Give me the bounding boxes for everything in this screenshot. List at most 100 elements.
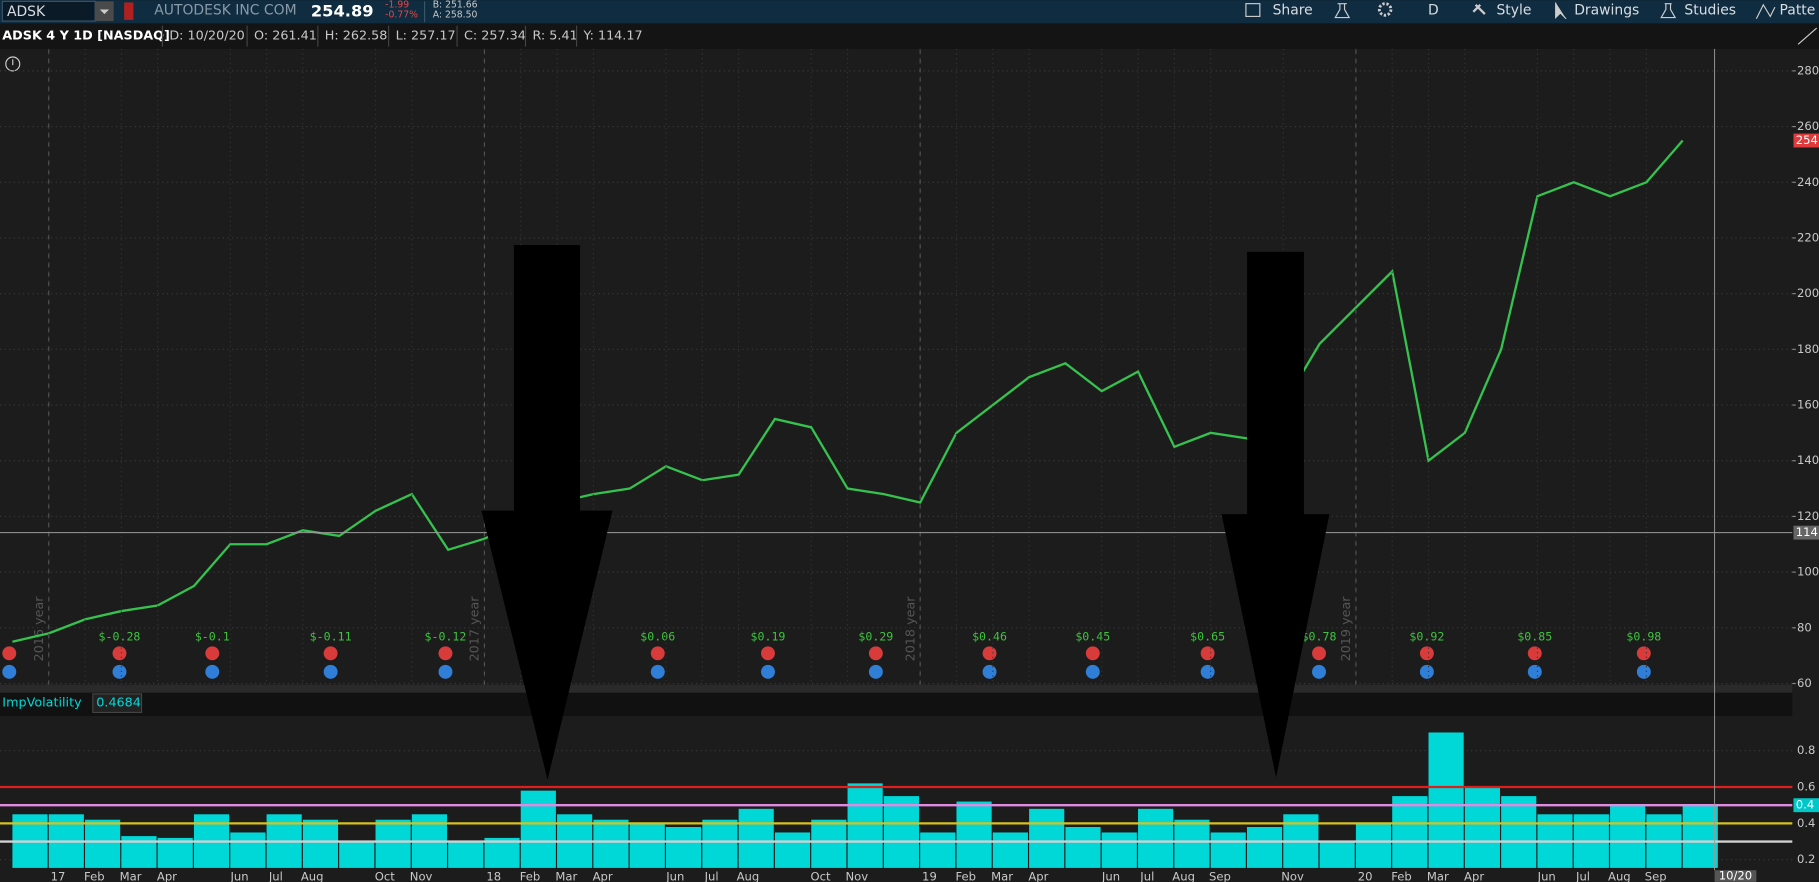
earnings-label: $-0.12 — [425, 630, 467, 644]
share-button[interactable]: Share — [1245, 3, 1313, 19]
x-tick-label: Jun — [1101, 870, 1120, 882]
dividend-icon — [1085, 664, 1100, 679]
earnings-icon — [1419, 646, 1434, 661]
y-tick-label: 180 — [1797, 342, 1819, 356]
x-tick-label: Apr — [157, 870, 177, 882]
studies-icon — [1660, 3, 1677, 19]
button-label: Share — [1273, 3, 1313, 19]
cursor-tag-bg — [1793, 525, 1819, 540]
x-tick-label: Aug — [1608, 870, 1631, 882]
earnings-label: $0.98 — [1626, 630, 1661, 644]
x-tick-label: Jul — [704, 870, 719, 882]
x-tick-label: Apr — [1028, 870, 1048, 882]
iv-bar — [85, 819, 121, 868]
iv-bar — [1355, 823, 1392, 868]
study-title: ImpVolatility — [2, 696, 82, 711]
iv-bar — [375, 819, 411, 868]
study-value-bg — [92, 693, 143, 714]
settings-button[interactable] — [1377, 2, 1393, 17]
iv-bar — [157, 837, 193, 868]
x-tick-label: Oct — [810, 870, 830, 882]
info-field: O: 261.41 — [254, 29, 317, 44]
patterns-icon — [1755, 3, 1776, 19]
net-change: -1.99 — [385, 0, 409, 10]
dividend-icon — [1312, 664, 1326, 679]
iv-bar — [1392, 796, 1428, 868]
iv-bar — [1428, 732, 1464, 868]
dividend-icon — [650, 664, 665, 679]
earnings-icon — [1200, 646, 1215, 661]
dividend-icon — [112, 664, 127, 679]
dividend-icon — [1419, 664, 1434, 679]
iv-bar — [702, 819, 738, 868]
date-tag-bg — [1714, 870, 1757, 882]
earnings-icon — [650, 646, 665, 661]
toolbar — [0, 0, 1819, 24]
iv-bar — [1029, 808, 1065, 868]
date-tag: 10/20 — [1719, 869, 1752, 882]
iv-bar — [1319, 841, 1355, 868]
dividend-icon — [323, 664, 338, 679]
link-color[interactable] — [124, 2, 134, 20]
price-tag-bg — [1793, 133, 1819, 148]
y-tick-label: 100 — [1797, 565, 1819, 579]
dividend-icon — [2, 664, 17, 679]
y-tick-label: 120 — [1797, 509, 1819, 523]
year-label: 2017 year — [468, 596, 483, 662]
crosshair-toggle[interactable] — [1797, 27, 1818, 45]
iv-bar — [883, 796, 920, 868]
iv-bar — [520, 790, 556, 868]
info-field: Y: 114.17 — [583, 29, 643, 44]
x-tick-label: Feb — [955, 870, 976, 882]
drawings-button[interactable]: Drawings — [1574, 3, 1639, 19]
earnings-label: $-0.28 — [99, 630, 141, 644]
y-tick-label: 0.6 — [1797, 780, 1815, 794]
aggregation-button[interactable]: D — [1428, 3, 1439, 19]
x-tick-label: Aug — [737, 870, 760, 882]
info-field: D: 10/20/20 — [169, 29, 244, 44]
iv-bar — [1501, 796, 1537, 868]
x-tick-label: Feb — [84, 870, 105, 882]
iv-bar — [738, 808, 774, 868]
iv-bar — [1210, 832, 1246, 868]
earnings-label: $0.85 — [1517, 630, 1552, 644]
earnings-label: $0.06 — [640, 630, 675, 644]
style-button[interactable]: Style — [1496, 3, 1531, 19]
annotation-arrow — [481, 244, 613, 780]
x-tick-label: Sep — [1645, 870, 1667, 882]
iv-bar — [1065, 827, 1101, 868]
drawings-icon — [1555, 2, 1567, 20]
y-tick-label: 200 — [1797, 286, 1819, 300]
x-tick-label: 19 — [922, 870, 937, 882]
x-tick-label: Apr — [593, 870, 613, 882]
earnings-label: $-0.1 — [195, 630, 230, 644]
studies-button[interactable]: Studies — [1684, 3, 1736, 19]
x-tick-label: Jun — [665, 870, 684, 882]
info-icon[interactable] — [5, 56, 21, 72]
earnings-label: $0.78 — [1302, 630, 1337, 644]
year-label: 2016 year — [32, 596, 47, 662]
iv-bar — [1464, 787, 1500, 868]
earnings-label: $0.19 — [751, 630, 786, 644]
x-tick-label: Feb — [1391, 870, 1412, 882]
y-tick-label: 0.2 — [1797, 852, 1815, 866]
annotation-arrow — [1221, 251, 1330, 778]
price-tag: 254 — [1796, 133, 1818, 147]
y-tick-label: 0.4 — [1797, 816, 1815, 830]
iv-bar — [956, 801, 992, 868]
earnings-icon — [1527, 646, 1542, 661]
dividend-icon — [868, 664, 883, 679]
iv-bar — [484, 837, 520, 868]
iv-bar — [1138, 808, 1174, 868]
flask-button[interactable] — [1334, 3, 1351, 19]
patterns-button[interactable]: Patte — [1780, 3, 1816, 19]
cursor-tag: 114 — [1796, 525, 1818, 539]
y-tick-label: 0.8 — [1797, 743, 1815, 757]
dividend-icon — [438, 664, 453, 679]
y-tick-label: 240 — [1797, 175, 1819, 189]
study-value: 0.4684 — [96, 696, 141, 711]
x-tick-label: Aug — [301, 870, 324, 882]
earnings-icon — [1085, 646, 1100, 661]
x-tick-label: 20 — [1358, 870, 1373, 882]
